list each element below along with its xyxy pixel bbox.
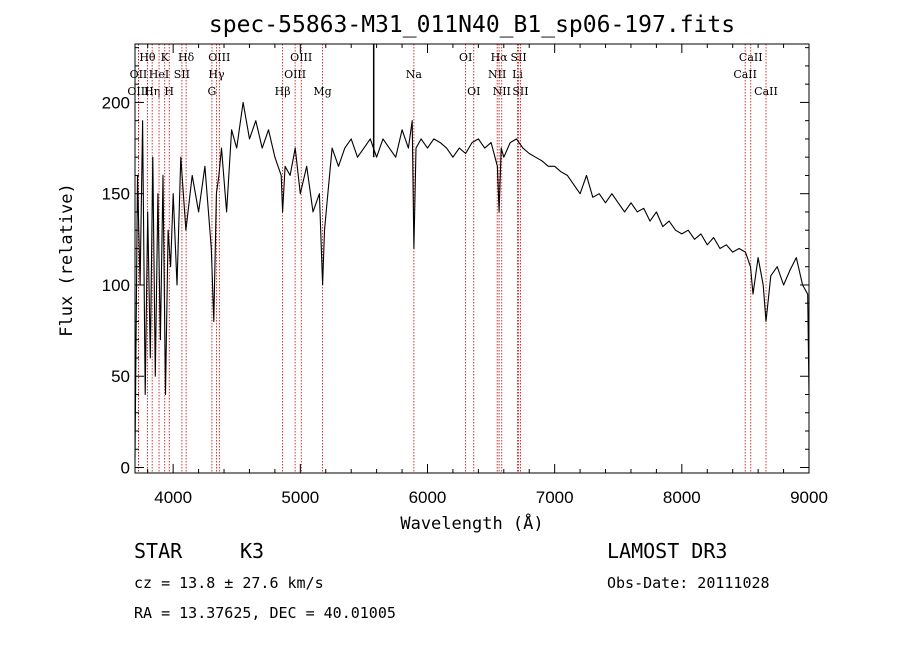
- marker-label-21: NII: [493, 85, 511, 98]
- x-tick-label-3: 7000: [536, 488, 574, 507]
- marker-label-8: Hδ: [178, 51, 195, 64]
- object-subclass: K3: [240, 539, 264, 563]
- survey-name: LAMOST DR3: [607, 539, 727, 563]
- redshift-velocity: cz = 13.8 ± 27.6 km/s: [134, 574, 324, 592]
- y-tick-label-1: 50: [111, 367, 130, 386]
- marker-label-20: NII: [488, 68, 506, 81]
- y-tick-label-2: 100: [102, 276, 130, 295]
- marker-label-2: OIII: [127, 85, 149, 98]
- x-tick-label-1: 5000: [281, 488, 319, 507]
- y-axis-label: Flux (relative): [57, 183, 77, 337]
- x-tick-label-4: 8000: [663, 488, 701, 507]
- marker-label-7: H: [164, 85, 174, 98]
- y-tick-label-4: 200: [102, 93, 130, 112]
- marker-label-22: SII: [511, 51, 527, 64]
- marker-label-26: CaII: [733, 68, 757, 81]
- object-class: STAR: [134, 539, 183, 563]
- plot-frame: [134, 43, 810, 474]
- series-flux: [134, 101, 810, 459]
- spectrum-plot: [134, 44, 810, 459]
- sky-coordinates: RA = 13.37625, DEC = 40.01005: [134, 604, 396, 622]
- y-tick-label-3: 150: [102, 185, 130, 204]
- marker-label-9: OIII: [208, 51, 230, 64]
- marker-label-18: OI: [467, 85, 480, 98]
- y-tick-label-0: 0: [121, 459, 130, 478]
- marker-label-24: SII: [512, 85, 528, 98]
- marker-label-25: CaII: [739, 51, 763, 64]
- marker-label-16: Na: [406, 68, 423, 81]
- marker-label-4: K: [161, 51, 170, 64]
- marker-label-23: Li: [512, 68, 523, 81]
- marker-label-10: Hγ: [208, 68, 225, 81]
- x-tick-label-2: 6000: [409, 488, 447, 507]
- marker-label-6: SII: [174, 68, 190, 81]
- marker-label-15: Mg: [313, 85, 331, 98]
- marker-label-19: Hα: [491, 51, 509, 64]
- marker-label-0: Hθ: [139, 51, 156, 64]
- marker-label-27: CaII: [754, 85, 778, 98]
- marker-label-17: OI: [459, 51, 472, 64]
- marker-label-14: OIII: [284, 68, 306, 81]
- chart-title: spec-55863-M31_011N40_B1_sp06-197.fits: [209, 12, 735, 38]
- marker-label-3: Hη: [144, 85, 160, 98]
- x-axis-label: Wavelength (Å): [400, 512, 543, 534]
- x-tick-label-0: 4000: [154, 488, 192, 507]
- axis-ticks: 4000 5000 6000 7000 8000 9000 0 50 100 150 200: [102, 44, 828, 507]
- marker-label-12: Hβ: [275, 85, 291, 98]
- marker-label-13: OIII: [290, 51, 312, 64]
- marker-label-5: HeI: [149, 68, 169, 81]
- marker-label-11: G: [208, 85, 217, 98]
- x-tick-label-5: 9000: [790, 488, 828, 507]
- observation-date: Obs-Date: 20111028: [607, 574, 770, 592]
